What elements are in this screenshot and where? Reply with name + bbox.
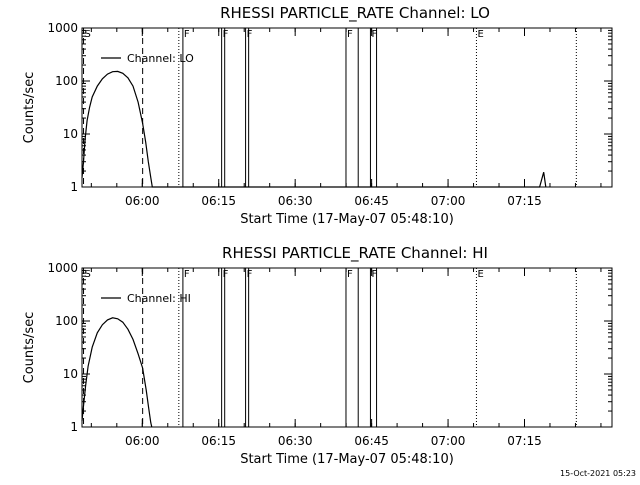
chart-title: RHESSI PARTICLE_RATE Channel: HI <box>222 244 488 263</box>
event-marker-label: S <box>85 29 91 40</box>
y-tick-label: 10 <box>63 367 78 381</box>
event-marker-label: F <box>247 29 253 40</box>
y-axis-label: Counts/sec <box>22 72 37 144</box>
x-tick-label: 07:15 <box>507 194 542 208</box>
x-axis-label: Start Time (17-May-07 05:48:10) <box>240 452 454 467</box>
legend-label: Channel: HI <box>127 292 191 305</box>
event-marker-label: F <box>347 269 353 280</box>
plot-frame <box>81 267 613 428</box>
generation-timestamp: 15-Oct-2021 05:23 <box>560 469 636 478</box>
y-tick-label: 10 <box>63 127 78 141</box>
event-marker-label: E <box>477 29 483 40</box>
y-tick-label: 1 <box>70 180 78 194</box>
event-marker-label: S <box>85 269 91 280</box>
y-tick-label: 1 <box>70 420 78 434</box>
event-marker-label: F <box>223 269 229 280</box>
y-tick-label: 100 <box>55 314 78 328</box>
event-marker-label: F <box>184 269 190 280</box>
event-marker-label: E <box>477 269 483 280</box>
x-tick-label: 06:30 <box>278 434 313 448</box>
panel-hi-channel: RHESSI PARTICLE_RATE Channel: HI 1 10 100 10… <box>22 244 613 467</box>
y-tick-label: 100 <box>55 74 78 88</box>
event-marker-label: F <box>223 29 229 40</box>
event-marker-label: F <box>371 269 377 280</box>
chart-title: RHESSI PARTICLE_RATE Channel: LO <box>220 4 490 23</box>
x-tick-label: 06:00 <box>125 434 160 448</box>
panel-lo-channel: RHESSI PARTICLE_RATE Channel: LO 1 10 100 10… <box>22 4 613 227</box>
x-tick-label: 06:30 <box>278 194 313 208</box>
x-axis-label: Start Time (17-May-07 05:48:10) <box>240 212 454 227</box>
x-tick-label: 06:00 <box>125 194 160 208</box>
series-line <box>81 70 547 188</box>
x-tick-label: 06:15 <box>201 434 236 448</box>
y-tick-label: 1000 <box>47 21 78 35</box>
x-tick-label: 07:00 <box>431 434 466 448</box>
event-marker-label: F <box>184 29 190 40</box>
y-tick-label: 1000 <box>47 261 78 275</box>
x-tick-label: 07:15 <box>507 434 542 448</box>
event-marker-label: F <box>347 29 353 40</box>
x-tick-label: 07:00 <box>431 194 466 208</box>
y-axis-label: Counts/sec <box>22 312 37 384</box>
x-tick-label: 06:15 <box>201 194 236 208</box>
legend-label: Channel: LO <box>127 52 194 65</box>
event-marker-label: F <box>371 29 377 40</box>
x-tick-label: 06:45 <box>354 434 389 448</box>
x-tick-label: 06:45 <box>354 194 389 208</box>
series-line <box>81 317 153 428</box>
event-marker-label: F <box>247 269 253 280</box>
